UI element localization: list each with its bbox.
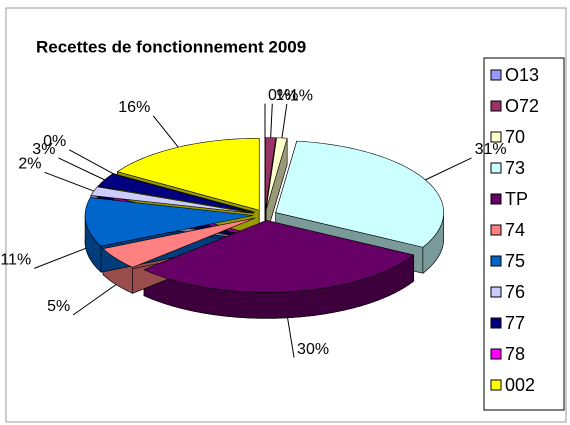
legend-label: 78: [505, 344, 525, 364]
legend-label: 76: [505, 282, 525, 302]
slice: [265, 137, 277, 210]
legend-swatch: [490, 131, 502, 143]
legend-label: O72: [505, 96, 539, 116]
data-label: 1%: [275, 87, 298, 104]
data-label: 16%: [118, 99, 150, 116]
legend-swatch: [490, 100, 502, 112]
slice: [84, 197, 254, 247]
data-label: 5%: [47, 298, 70, 315]
legend-label: TP: [505, 189, 528, 209]
leader-line: [58, 157, 105, 181]
leader-line: [69, 149, 114, 174]
legend-swatch: [490, 317, 502, 329]
leader-line: [281, 104, 288, 139]
leader-line: [44, 171, 94, 192]
slice: [116, 137, 260, 211]
leader-line: [34, 247, 86, 269]
legend-label: 73: [505, 158, 525, 178]
legend-swatch: [490, 348, 502, 360]
legend-label: 70: [505, 127, 525, 147]
leader-line: [152, 115, 179, 148]
data-label: 11%: [0, 252, 31, 269]
legend-label: O13: [505, 65, 539, 85]
legend-label: 002: [505, 375, 535, 395]
data-label: 0%: [268, 87, 291, 104]
legend-label: 74: [505, 220, 525, 240]
leader-line: [425, 157, 472, 181]
legend-label: 77: [505, 313, 525, 333]
data-label: 30%: [297, 341, 329, 358]
slice: [102, 217, 256, 268]
legend-swatch: [490, 255, 502, 267]
legend-label: 75: [505, 251, 525, 271]
leader-line: [287, 317, 295, 358]
data-label: 1%: [290, 87, 313, 104]
legend-swatch: [490, 286, 502, 298]
leader-line: [72, 284, 117, 316]
slice: [143, 220, 415, 293]
legend-swatch: [490, 224, 502, 236]
slice: [112, 173, 255, 213]
legend-swatch: [490, 379, 502, 391]
slice: [265, 137, 288, 210]
data-label: 3%: [32, 141, 55, 158]
data-label: 31%: [475, 141, 507, 158]
slice: [97, 173, 255, 213]
data-label: 2%: [18, 156, 41, 173]
slice: [275, 140, 444, 248]
legend-swatch: [490, 193, 502, 205]
chart-title: Recettes de fonctionnement 2009: [36, 37, 306, 56]
legend-swatch: [490, 69, 502, 81]
legend-swatch: [490, 162, 502, 174]
leader-line: [270, 103, 273, 138]
data-label: 0%: [43, 133, 66, 150]
